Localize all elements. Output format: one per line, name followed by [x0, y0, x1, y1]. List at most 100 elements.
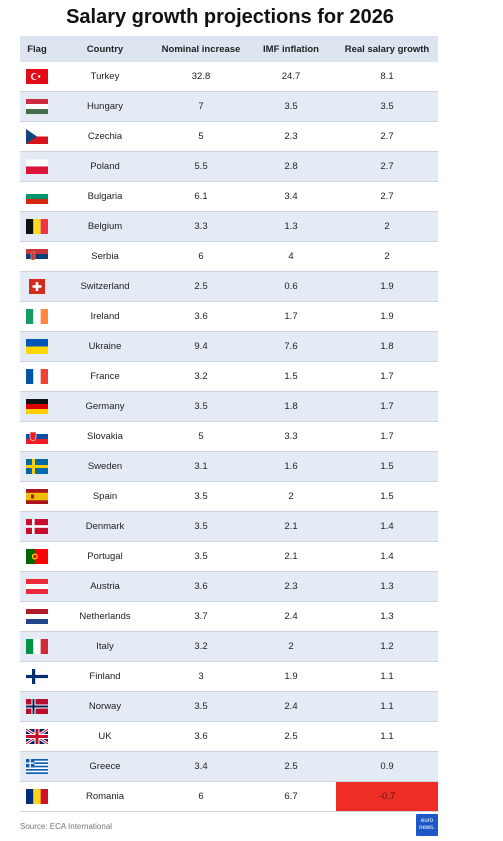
imf-inflation-cell: 1.9	[246, 661, 336, 692]
country-cell: Ireland	[54, 301, 156, 332]
nominal-increase-cell: 3.2	[156, 631, 246, 662]
ireland-flag-icon	[26, 309, 48, 324]
header-real-salary-growth: Real salary growth	[336, 36, 438, 62]
country-cell: Romania	[54, 781, 156, 812]
table-row-sweden: Sweden 3.1 1.6 1.5	[20, 451, 438, 482]
flag-cell	[20, 211, 54, 242]
real-salary-growth-cell: 1.2	[336, 631, 438, 662]
imf-inflation-cell: 2.3	[246, 571, 336, 602]
country-cell: Turkey	[54, 62, 156, 92]
real-salary-growth-cell: 1.9	[336, 301, 438, 332]
flag-cell	[20, 181, 54, 212]
flag-cell	[20, 541, 54, 572]
flag-cell	[20, 451, 54, 482]
imf-inflation-cell: 1.8	[246, 391, 336, 422]
netherlands-flag-icon	[26, 609, 48, 624]
nominal-increase-cell: 3.4	[156, 751, 246, 782]
country-cell: Finland	[54, 661, 156, 692]
table-row-serbia: Serbia 6 4 2	[20, 241, 438, 272]
header-imf-inflation: IMF inflation	[246, 36, 336, 62]
real-salary-growth-cell: -0.7	[336, 781, 438, 812]
table-row-greece: Greece 3.4 2.5 0.9	[20, 751, 438, 782]
table-row-austria: Austria 3.6 2.3 1.3	[20, 571, 438, 602]
nominal-increase-cell: 3.5	[156, 541, 246, 572]
imf-inflation-cell: 0.6	[246, 271, 336, 302]
country-cell: Netherlands	[54, 601, 156, 632]
finland-flag-icon	[26, 669, 48, 684]
flag-cell	[20, 691, 54, 722]
serbia-flag-icon	[26, 249, 48, 264]
real-salary-growth-cell: 2.7	[336, 181, 438, 212]
slovakia-flag-icon	[26, 429, 48, 444]
imf-inflation-cell: 6.7	[246, 781, 336, 812]
imf-inflation-cell: 24.7	[246, 62, 336, 92]
nominal-increase-cell: 3.5	[156, 691, 246, 722]
flag-cell	[20, 301, 54, 332]
imf-inflation-cell: 3.5	[246, 91, 336, 122]
real-salary-growth-cell: 1.5	[336, 451, 438, 482]
imf-inflation-cell: 2	[246, 481, 336, 512]
table-row-turkey: Turkey 32.8 24.7 8.1	[20, 62, 438, 92]
imf-inflation-cell: 7.6	[246, 331, 336, 362]
poland-flag-icon	[26, 159, 48, 174]
imf-inflation-cell: 1.5	[246, 361, 336, 392]
country-cell: Italy	[54, 631, 156, 662]
table-row-norway: Norway 3.5 2.4 1.1	[20, 691, 438, 722]
table-row-finland: Finland 3 1.9 1.1	[20, 661, 438, 692]
imf-inflation-cell: 3.3	[246, 421, 336, 452]
real-salary-growth-cell: 0.9	[336, 751, 438, 782]
country-cell: Greece	[54, 751, 156, 782]
nominal-increase-cell: 3.1	[156, 451, 246, 482]
imf-inflation-cell: 2.5	[246, 721, 336, 752]
imf-inflation-cell: 1.7	[246, 301, 336, 332]
italy-flag-icon	[26, 639, 48, 654]
france-flag-icon	[26, 369, 48, 384]
nominal-increase-cell: 2.5	[156, 271, 246, 302]
flag-cell	[20, 481, 54, 512]
flag-cell	[20, 62, 54, 92]
country-cell: Switzerland	[54, 271, 156, 302]
logo-text-line-1: euro	[420, 818, 433, 824]
table-row-ireland: Ireland 3.6 1.7 1.9	[20, 301, 438, 332]
table-row-spain: Spain 3.5 2 1.5	[20, 481, 438, 512]
flag-cell	[20, 421, 54, 452]
denmark-flag-icon	[26, 519, 48, 534]
table-row-denmark: Denmark 3.5 2.1 1.4	[20, 511, 438, 542]
belgium-flag-icon	[26, 219, 48, 234]
flag-cell	[20, 631, 54, 662]
romania-flag-icon	[26, 789, 48, 804]
table-row-netherlands: Netherlands 3.7 2.4 1.3	[20, 601, 438, 632]
real-salary-growth-cell: 1.8	[336, 331, 438, 362]
country-cell: Sweden	[54, 451, 156, 482]
chart-title: Salary growth projections for 2026	[66, 6, 394, 28]
header-flag: Flag	[20, 36, 54, 62]
table-row-czechia: Czechia 5 2.3 2.7	[20, 121, 438, 152]
imf-inflation-cell: 1.3	[246, 211, 336, 242]
table-row-france: France 3.2 1.5 1.7	[20, 361, 438, 392]
real-salary-growth-cell: 1.1	[336, 721, 438, 752]
country-cell: Spain	[54, 481, 156, 512]
flag-cell	[20, 571, 54, 602]
sweden-flag-icon	[26, 459, 48, 474]
nominal-increase-cell: 9.4	[156, 331, 246, 362]
table-row-romania: Romania 6 6.7 -0.7	[20, 781, 438, 812]
euronews-logo: euro news.	[416, 814, 438, 836]
imf-inflation-cell: 2.3	[246, 121, 336, 152]
header-row: Flag Country Nominal increase IMF inflat…	[20, 36, 438, 62]
country-cell: Slovakia	[54, 421, 156, 452]
country-cell: Norway	[54, 691, 156, 722]
imf-inflation-cell: 2	[246, 631, 336, 662]
flag-cell	[20, 661, 54, 692]
imf-inflation-cell: 2.4	[246, 691, 336, 722]
real-salary-growth-cell: 2.7	[336, 151, 438, 182]
czechia-flag-icon	[26, 129, 48, 144]
salary-table: Flag Country Nominal increase IMF inflat…	[20, 36, 438, 812]
country-cell: Hungary	[54, 91, 156, 122]
bulgaria-flag-icon	[26, 189, 48, 204]
country-cell: Czechia	[54, 121, 156, 152]
nominal-increase-cell: 3	[156, 661, 246, 692]
nominal-increase-cell: 32.8	[156, 62, 246, 92]
hungary-flag-icon	[26, 99, 48, 114]
real-salary-growth-cell: 1.7	[336, 361, 438, 392]
flag-cell	[20, 781, 54, 812]
